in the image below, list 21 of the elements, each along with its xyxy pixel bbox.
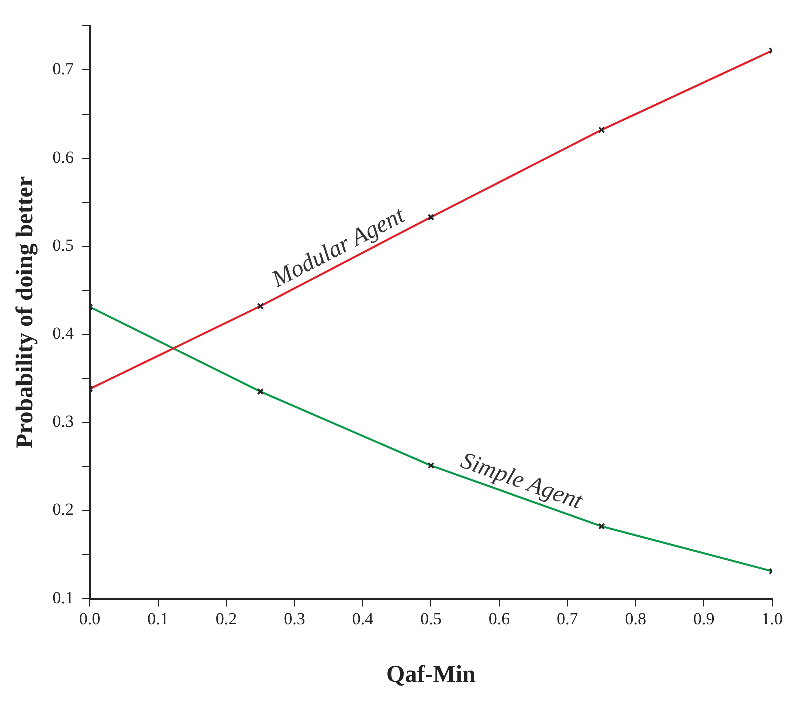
- x-tick-label: 0.6: [488, 609, 510, 628]
- x-tick-label: 0.0: [79, 609, 101, 628]
- y-tick-label: 0.5: [52, 236, 74, 255]
- y-tick-label: 0.1: [52, 588, 74, 608]
- y-axis-title: Probability of doing better: [12, 176, 39, 449]
- x-tick-label: 0.3: [284, 609, 306, 628]
- x-tick-label: 0.7: [557, 609, 579, 628]
- x-tick-label: 0.4: [352, 609, 374, 628]
- y-tick-label: 0.4: [52, 324, 75, 343]
- y-tick-label: 0.7: [52, 60, 75, 79]
- x-tick-label: 1.0: [762, 609, 783, 628]
- x-tick-label: 0.9: [694, 609, 715, 628]
- x-tick-label: 0.1: [148, 609, 169, 628]
- text: Simple Agent: [458, 448, 588, 516]
- x-tick-label: 0.5: [420, 609, 442, 628]
- y-tick-label: 0.2: [52, 500, 74, 520]
- y-tick-label: 0.3: [52, 412, 74, 432]
- x-axis-title: Qaf-Min: [386, 662, 476, 688]
- x-tick-label: 0.8: [625, 609, 647, 628]
- x-tick-label: 0.2: [216, 609, 238, 628]
- y-tick-label: 0.6: [52, 148, 74, 167]
